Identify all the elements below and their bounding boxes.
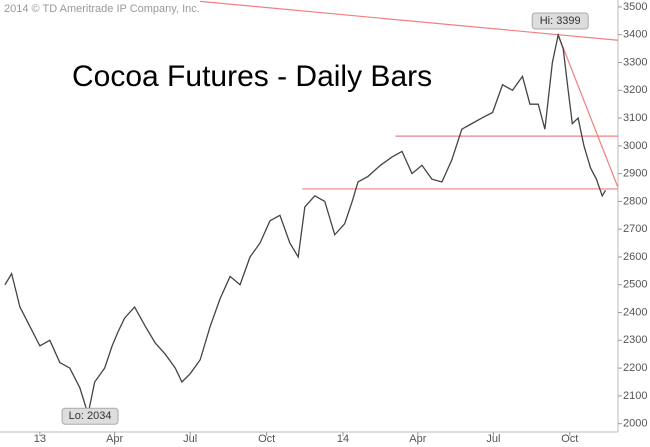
y-tick-label: 2500	[623, 279, 647, 291]
y-tick-label: 2400	[623, 306, 647, 318]
y-tick-label: 3100	[623, 112, 647, 124]
x-tick-label: Oct	[258, 433, 275, 445]
x-tick-label: Apr	[106, 433, 123, 445]
chart-title: Cocoa Futures - Daily Bars	[72, 60, 432, 93]
y-tick-label: 3000	[623, 140, 647, 152]
price-line	[4, 32, 607, 415]
annotation-box	[61, 407, 119, 425]
trend-line	[557, 34, 619, 188]
y-tick-label: 2100	[623, 390, 647, 402]
y-tick-label: 3200	[623, 84, 647, 96]
y-tick-label: 2000	[623, 418, 647, 430]
annotation: Lo: 2034	[69, 410, 112, 422]
x-tick-label: Oct	[561, 433, 578, 445]
y-tick-label: 3500	[623, 1, 647, 13]
y-tick-label: 2300	[623, 334, 647, 346]
y-tick-label: 2200	[623, 362, 647, 374]
y-tick-label: 3400	[623, 29, 647, 41]
x-tick-label: Apr	[409, 433, 426, 445]
y-tick-label: 2700	[623, 223, 647, 235]
x-tick-label: 13	[34, 433, 46, 445]
y-tick-label: 2800	[623, 195, 647, 207]
y-tick-label: 2900	[623, 168, 647, 180]
copyright: 2014 © TD Ameritrade IP Company, Inc.	[4, 3, 200, 15]
y-tick-label: 3300	[623, 56, 647, 68]
x-tick-label: Jul	[183, 433, 197, 445]
annotation: Hi: 3399	[540, 15, 581, 27]
trend-line	[200, 0, 619, 41]
x-tick-label: 14	[337, 433, 349, 445]
x-tick-label: Jul	[486, 433, 500, 445]
annotation-box	[531, 12, 589, 30]
y-tick-label: 2600	[623, 251, 647, 263]
